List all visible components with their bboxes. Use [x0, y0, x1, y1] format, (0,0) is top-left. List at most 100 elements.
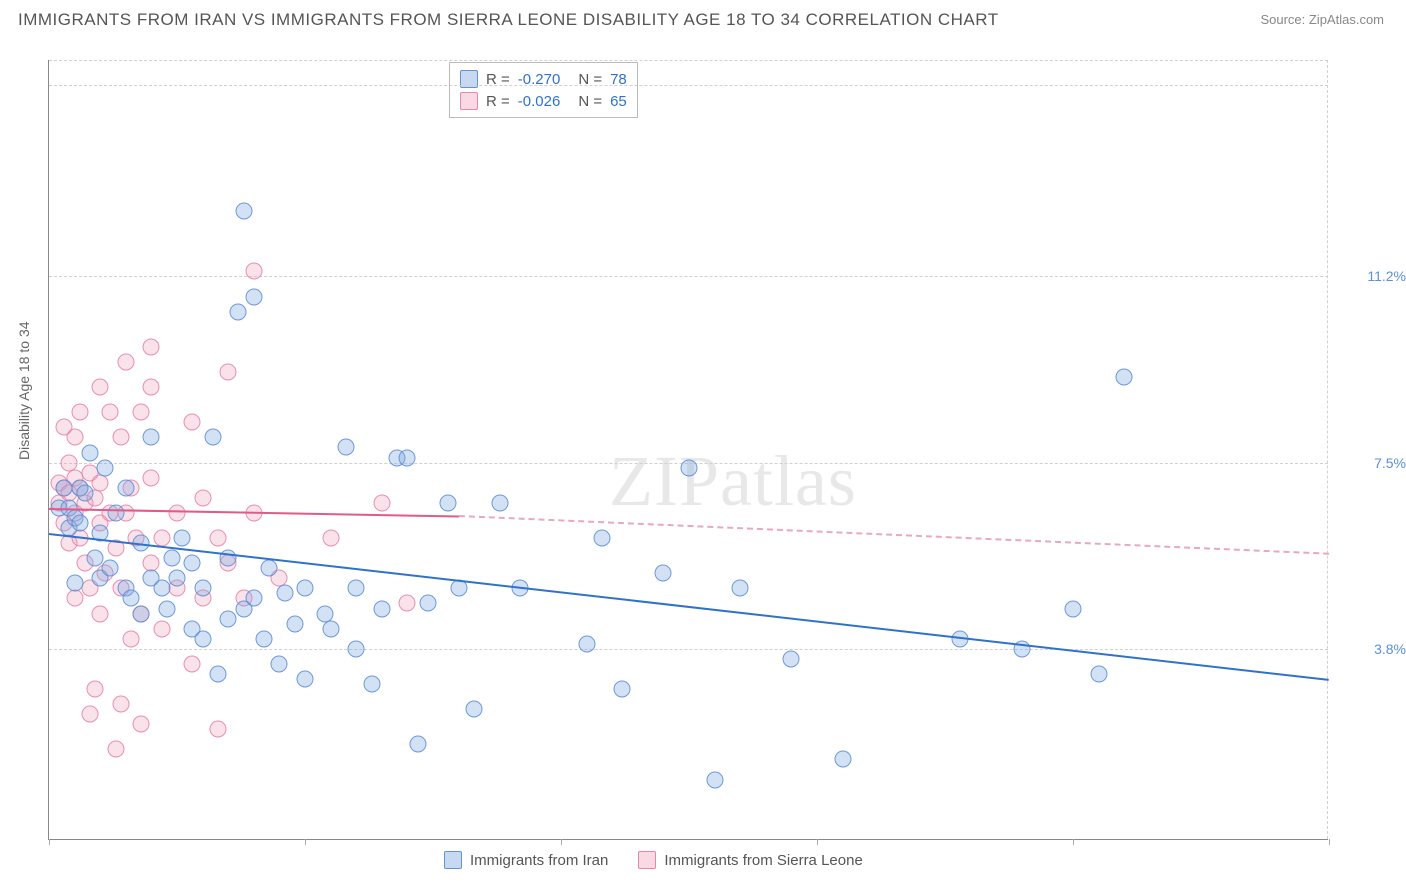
scatter-point-pink: [153, 530, 170, 547]
scatter-point-blue: [81, 444, 98, 461]
scatter-point-blue: [578, 635, 595, 652]
scatter-point-pink: [92, 474, 109, 491]
scatter-point-pink: [71, 404, 88, 421]
legend-item: Immigrants from Sierra Leone: [638, 851, 862, 869]
scatter-point-blue: [732, 580, 749, 597]
scatter-point-blue: [337, 439, 354, 456]
scatter-point-blue: [297, 580, 314, 597]
gridline-h: [49, 85, 1328, 86]
scatter-point-blue: [204, 429, 221, 446]
gridline-h: [49, 649, 1328, 650]
scatter-point-blue: [348, 640, 365, 657]
scatter-point-blue: [1065, 600, 1082, 617]
scatter-point-pink: [245, 263, 262, 280]
legend-swatch-icon: [444, 851, 462, 869]
scatter-point-blue: [1090, 665, 1107, 682]
stat-n-pink: 65: [610, 93, 627, 110]
stats-row-blue: R = -0.270 N = 78: [460, 68, 627, 90]
scatter-point-pink: [92, 379, 109, 396]
watermark: ZIPatlas: [609, 440, 857, 523]
scatter-point-blue: [163, 550, 180, 567]
scatter-point-blue: [220, 610, 237, 627]
scatter-point-blue: [256, 630, 273, 647]
scatter-point-blue: [71, 514, 88, 531]
scatter-point-blue: [409, 736, 426, 753]
scatter-point-pink: [194, 489, 211, 506]
scatter-point-blue: [297, 670, 314, 687]
scatter-point-blue: [681, 459, 698, 476]
scatter-point-pink: [153, 620, 170, 637]
scatter-point-pink: [143, 338, 160, 355]
scatter-point-pink: [107, 741, 124, 758]
scatter-point-blue: [363, 676, 380, 693]
x-tick: [817, 839, 818, 845]
bottom-legend: Immigrants from Iran Immigrants from Sier…: [444, 851, 863, 869]
scatter-point-pink: [184, 414, 201, 431]
scatter-point-blue: [834, 751, 851, 768]
scatter-point-blue: [230, 303, 247, 320]
stats-row-pink: R = -0.026 N = 65: [460, 90, 627, 112]
scatter-point-blue: [399, 449, 416, 466]
scatter-point-pink: [373, 494, 390, 511]
scatter-point-blue: [153, 580, 170, 597]
scatter-point-blue: [87, 550, 104, 567]
scatter-point-blue: [706, 771, 723, 788]
scatter-point-blue: [117, 479, 134, 496]
scatter-point-blue: [194, 580, 211, 597]
scatter-point-blue: [174, 530, 191, 547]
scatter-point-blue: [261, 560, 278, 577]
legend-label: Immigrants from Sierra Leone: [664, 852, 862, 869]
x-tick: [1329, 839, 1330, 845]
scatter-point-blue: [614, 681, 631, 698]
scatter-point-blue: [76, 484, 93, 501]
scatter-point-pink: [143, 469, 160, 486]
scatter-point-pink: [133, 716, 150, 733]
scatter-point-pink: [209, 530, 226, 547]
scatter-point-pink: [169, 504, 186, 521]
scatter-point-blue: [348, 580, 365, 597]
scatter-point-pink: [220, 364, 237, 381]
scatter-point-blue: [158, 600, 175, 617]
chart-title: IMMIGRANTS FROM IRAN VS IMMIGRANTS FROM …: [18, 10, 999, 30]
scatter-point-blue: [655, 565, 672, 582]
scatter-point-pink: [133, 404, 150, 421]
source-label: Source: ZipAtlas.com: [1260, 12, 1384, 27]
scatter-point-blue: [465, 701, 482, 718]
y-tick-label: 11.2%: [1367, 268, 1406, 284]
scatter-point-blue: [107, 504, 124, 521]
legend-item: Immigrants from Iran: [444, 851, 608, 869]
legend-swatch-icon: [638, 851, 656, 869]
stat-r-pink: -0.026: [518, 93, 561, 110]
scatter-point-pink: [322, 530, 339, 547]
scatter-point-pink: [209, 721, 226, 738]
scatter-point-blue: [122, 590, 139, 607]
trendline-pink-dash: [459, 515, 1329, 555]
scatter-point-blue: [97, 459, 114, 476]
scatter-point-pink: [66, 590, 83, 607]
scatter-point-blue: [102, 560, 119, 577]
scatter-point-blue: [143, 429, 160, 446]
scatter-point-blue: [245, 288, 262, 305]
scatter-point-blue: [271, 655, 288, 672]
scatter-point-pink: [122, 630, 139, 647]
stat-n-label: N =: [578, 93, 602, 110]
x-tick: [561, 839, 562, 845]
scatter-point-pink: [92, 605, 109, 622]
scatter-point-blue: [286, 615, 303, 632]
scatter-point-blue: [209, 665, 226, 682]
scatter-point-blue: [133, 605, 150, 622]
stats-legend-box: R = -0.270 N = 78 R = -0.026 N = 65: [449, 62, 638, 118]
scatter-point-pink: [184, 655, 201, 672]
scatter-point-blue: [419, 595, 436, 612]
scatter-point-pink: [66, 429, 83, 446]
legend-label: Immigrants from Iran: [470, 852, 608, 869]
swatch-pink-icon: [460, 92, 478, 110]
scatter-point-pink: [112, 696, 129, 713]
gridline-h: [49, 276, 1328, 277]
scatter-point-blue: [1116, 369, 1133, 386]
stat-r-label: R =: [486, 93, 510, 110]
scatter-point-pink: [399, 595, 416, 612]
gridline-h: [49, 60, 1328, 61]
grid-right-border: [1327, 60, 1328, 839]
y-axis-label: Disability Age 18 to 34: [16, 321, 32, 460]
